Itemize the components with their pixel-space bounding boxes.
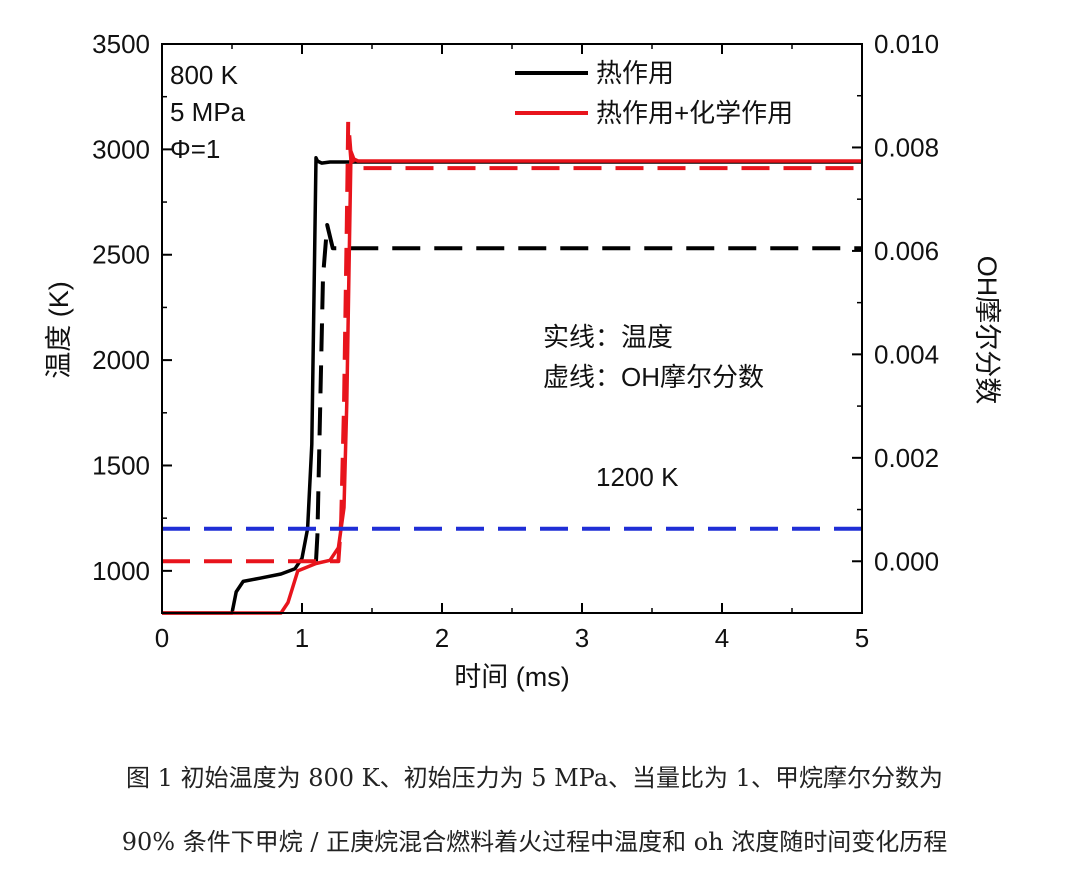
condition-temperature: 800 K <box>170 60 239 90</box>
x-tick-label: 0 <box>155 623 169 653</box>
tick-layer: 0 1 2 3 4 5 1000 1500 2000 2500 3000 3500 0.000 0.002… <box>92 29 939 653</box>
figure-caption-line-2: 90% 条件下甲烷 / 正庚烷混合燃料着火过程中温度和 oh 浓度随时间变化历程 <box>121 828 948 856</box>
condition-equivalence-ratio: Φ=1 <box>170 134 220 164</box>
y-left-tick-label: 2500 <box>92 240 150 270</box>
y-left-tick-label: 1500 <box>92 450 150 480</box>
figure-caption-line-1: 图 1 初始温度为 800 K、初始压力为 5 MPa、当量比为 1、甲烷摩尔分… <box>126 764 943 792</box>
y-axis-label-left: 温度 (K) <box>44 281 74 379</box>
y-left-tick-label: 1000 <box>92 556 150 586</box>
y-right-tick-label: 0.004 <box>874 339 939 369</box>
annotations: 实线：温度 虚线：OH摩尔分数 1200 K <box>543 322 764 492</box>
legend-label-thermal: 热作用 <box>596 58 674 88</box>
temperature-oh-chart: 0 1 2 3 4 5 1000 1500 2000 2500 3000 3500 0.000 0.002… <box>44 29 1002 692</box>
series-layer <box>162 119 862 615</box>
y-right-tick-label: 0.006 <box>874 236 939 266</box>
x-tick-label: 1 <box>295 623 309 653</box>
x-tick-label: 4 <box>715 623 729 653</box>
y-right-tick-label: 0.000 <box>874 546 939 576</box>
x-tick-label: 2 <box>435 623 449 653</box>
series-line-2-solid <box>162 149 862 615</box>
y-right-tick-label: 0.010 <box>874 29 939 59</box>
annotation-solid-line: 实线：温度 <box>543 322 673 352</box>
series-line-3-dashed <box>162 119 862 564</box>
condition-pressure: 5 MPa <box>170 97 246 127</box>
y-left-tick-label: 2000 <box>92 345 150 375</box>
x-axis-label: 时间 (ms) <box>454 662 569 692</box>
y-right-tick-label: 0.002 <box>874 443 939 473</box>
legend: 热作用 热作用+化学作用 <box>515 58 793 128</box>
y-axis-label-right: OH摩尔分数 <box>972 256 1002 405</box>
legend-label-thermal-chemical: 热作用+化学作用 <box>596 98 793 128</box>
y-left-tick-label: 3000 <box>92 134 150 164</box>
conditions-block: 800 K 5 MPa Φ=1 <box>170 60 246 164</box>
y-left-tick-label: 3500 <box>92 29 150 59</box>
x-tick-label: 3 <box>575 623 589 653</box>
series-line-0-solid <box>162 156 862 615</box>
series-line-1-dashed <box>314 223 862 562</box>
annotation-reference-temperature: 1200 K <box>596 462 679 492</box>
y-right-tick-label: 0.008 <box>874 132 939 162</box>
x-tick-label: 5 <box>855 623 869 653</box>
annotation-dashed-line: 虚线：OH摩尔分数 <box>543 362 764 392</box>
